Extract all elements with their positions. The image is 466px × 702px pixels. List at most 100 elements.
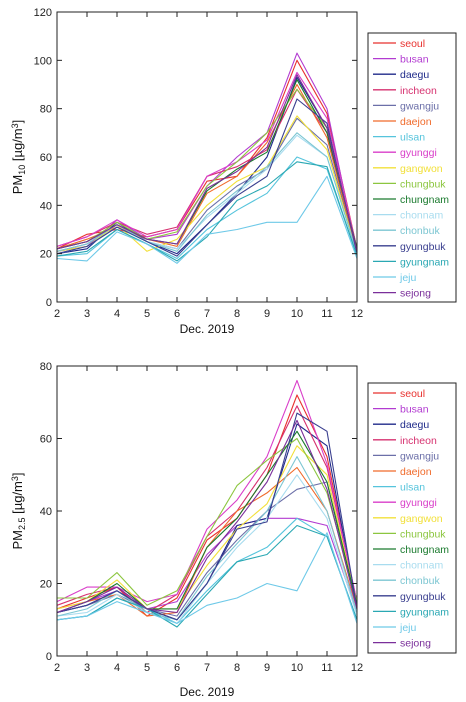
x-tick-label: 12	[351, 308, 363, 320]
plot-frame	[56, 365, 358, 657]
x-tick-label: 11	[321, 308, 332, 320]
x-tick-label: 9	[264, 308, 270, 320]
series-line-gwangju	[56, 481, 358, 617]
x-tick-label: 11	[321, 662, 332, 674]
series-line-chonnam	[56, 474, 358, 624]
series-line-seoul	[56, 59, 358, 250]
legend: seoul busan daegu incheon gwangju daejon ulsan…	[367, 382, 457, 654]
y-tick-label: 20	[40, 579, 52, 591]
legend-label-chonbuk: chonbuk	[400, 225, 440, 237]
series-line-chonbuk	[56, 132, 358, 254]
y-tick-label: 0	[46, 297, 52, 309]
chart-svg: 0 20 40 60 80 2 3 4 5 6 7 8 9 10 11 12 Dec. 2019 PM2.5 [µ…	[10, 361, 457, 699]
legend-label-busan: busan	[400, 54, 429, 66]
series-line-chonbuk	[56, 456, 358, 621]
legend-label-sejong: sejong	[400, 288, 431, 300]
x-tick-label: 8	[234, 308, 240, 320]
series-line-chungnam	[56, 430, 358, 614]
y-tick-label: 0	[46, 651, 52, 663]
series-line-sejong	[56, 419, 358, 614]
x-tick-label: 5	[144, 308, 150, 320]
x-tick-label: 7	[204, 662, 210, 674]
legend-label-chungbuk: chungbuk	[400, 178, 446, 190]
legend-label-daejon: daejon	[400, 116, 432, 128]
series-line-sejong	[56, 74, 358, 252]
x-tick-label: 3	[84, 662, 90, 674]
x-axis-label: Dec. 2019	[180, 322, 235, 336]
x-tick-label: 6	[174, 308, 180, 320]
legend-label-gyungbuk: gyungbuk	[400, 591, 446, 603]
y-tick-label: 100	[34, 55, 52, 67]
legend-label-chonnam: chonnam	[400, 560, 443, 572]
series-line-daegu	[56, 76, 358, 255]
x-tick-label: 4	[114, 662, 120, 674]
y-tick-label: 20	[40, 249, 52, 261]
series-line-gangwon	[56, 445, 358, 610]
plot-frame	[56, 11, 358, 303]
x-tick-label: 8	[234, 662, 240, 674]
legend: seoul busan daegu incheon gwangju daejon ulsan…	[367, 32, 457, 303]
series-line-ulsan	[56, 156, 358, 260]
x-tick-label: 2	[54, 662, 60, 674]
legend-label-chonbuk: chonbuk	[400, 575, 440, 587]
legend-label-sejong: sejong	[400, 638, 431, 650]
legend-label-ulsan: ulsan	[400, 132, 425, 144]
x-tick-label: 10	[291, 662, 303, 674]
legend-label-incheon: incheon	[400, 85, 437, 97]
series-lines	[56, 52, 358, 264]
legend-label-gwangju: gwangju	[400, 450, 439, 462]
legend-label-gwangju: gwangju	[400, 100, 439, 112]
series-line-gyunggi	[56, 71, 358, 249]
y-axis-label: PM2.5 [µg/m3]	[10, 472, 27, 549]
legend-label-jeju: jeju	[399, 272, 417, 284]
y-tick-label: 40	[40, 200, 52, 212]
y-tick-label: 80	[40, 361, 52, 373]
legend-label-daegu: daegu	[400, 419, 429, 431]
pm10-chart: 0 20 40 60 80 100 120 2 3 4 5 6 7 8 9 10 11 12 Dec. 2019 PM…	[10, 7, 457, 336]
legend-label-gyungbuk: gyungbuk	[400, 241, 446, 253]
series-line-gyungbuk	[56, 412, 358, 621]
x-tick-label: 10	[291, 308, 303, 320]
legend-label-incheon: incheon	[400, 435, 437, 447]
x-tick-label: 12	[351, 662, 363, 674]
legend-label-ulsan: ulsan	[400, 482, 425, 494]
series-line-gyungnam	[56, 524, 358, 628]
series-line-gyungbuk	[56, 98, 358, 257]
x-tick-label: 9	[264, 662, 270, 674]
series-line-chungbuk	[57, 437, 358, 606]
legend-label-gyunggi: gyunggi	[400, 497, 437, 509]
y-tick-label: 40	[40, 506, 52, 518]
x-tick-label: 5	[144, 662, 150, 674]
series-line-gangwon	[56, 115, 358, 254]
x-tick-label: 2	[54, 308, 60, 320]
legend-label-chungnam: chungnam	[400, 194, 449, 206]
legend-label-chonnam: chonnam	[400, 210, 443, 222]
series-line-gyungnam	[56, 161, 358, 262]
legend-label-gangwon: gangwon	[400, 163, 443, 175]
legend-label-daejon: daejon	[400, 466, 432, 478]
series-line-busan	[56, 52, 358, 254]
y-axis-label: PM10 [µg/m3]	[10, 120, 27, 195]
series-line-jeju	[56, 175, 358, 264]
legend-label-daegu: daegu	[400, 69, 429, 81]
series-line-chungbuk	[56, 88, 358, 252]
pm25-chart: 0 20 40 60 80 2 3 4 5 6 7 8 9 10 11 12 Dec. 2019 PM2.5 [µ…	[0, 352, 466, 702]
x-tick-label: 6	[174, 662, 180, 674]
x-axis-label: Dec. 2019	[180, 685, 235, 699]
legend-label-jeju: jeju	[399, 622, 417, 634]
series-line-jeju	[56, 532, 358, 624]
legend-label-gyunggi: gyunggi	[400, 147, 437, 159]
y-tick-label: 120	[34, 7, 52, 19]
legend-label-seoul: seoul	[400, 388, 425, 400]
x-tick-label: 3	[84, 308, 90, 320]
legend-label-gyungnam: gyungnam	[400, 606, 449, 618]
chart-svg: 0 20 40 60 80 100 120 2 3 4 5 6 7 8 9 10 11 12 Dec. 2019 PM…	[10, 7, 457, 336]
series-lines	[56, 379, 358, 628]
x-tick-label: 4	[114, 308, 120, 320]
legend-label-chungnam: chungnam	[400, 544, 449, 556]
y-tick-label: 80	[40, 104, 52, 116]
series-line-busan	[56, 517, 358, 614]
y-tick-label: 60	[40, 434, 52, 446]
series-line-incheon	[56, 405, 358, 614]
legend-label-seoul: seoul	[400, 38, 425, 50]
